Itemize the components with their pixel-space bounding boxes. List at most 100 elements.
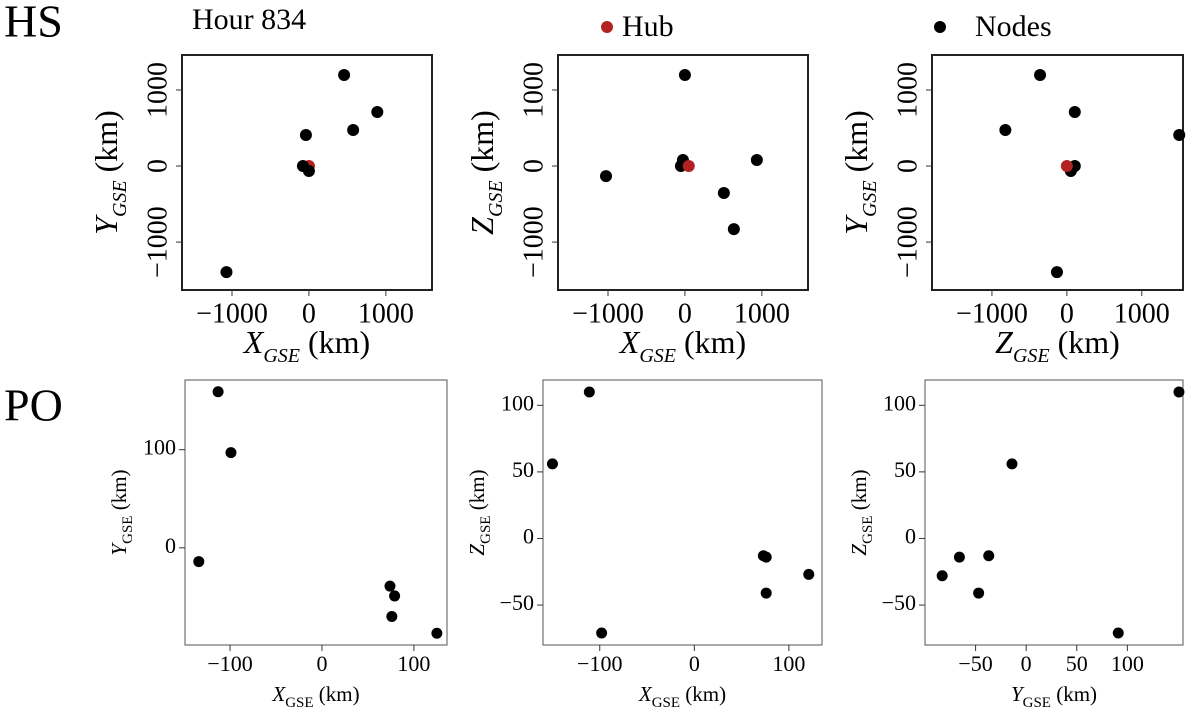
y-tick-label: 1000 bbox=[892, 62, 923, 118]
axis-label-part: GSE bbox=[652, 695, 680, 711]
data-point bbox=[225, 447, 237, 459]
axis-label-part: GSE bbox=[263, 345, 300, 367]
data-point bbox=[727, 223, 740, 236]
y-tick-label: −50 bbox=[882, 590, 916, 615]
x-axis-label: YGSE (km) bbox=[1011, 682, 1097, 712]
data-point bbox=[371, 105, 384, 118]
data-point bbox=[803, 568, 815, 580]
data-point bbox=[999, 123, 1012, 136]
data-point bbox=[682, 160, 695, 173]
data-point bbox=[983, 550, 995, 562]
y-tick-label: 0 bbox=[892, 159, 923, 173]
axis-label-part: (km) bbox=[676, 324, 746, 360]
data-point bbox=[384, 580, 396, 592]
y-tick-label: 100 bbox=[143, 435, 176, 460]
axis-label-part: GSE bbox=[860, 516, 876, 544]
row-label: PO bbox=[4, 380, 63, 431]
axis-label-part: X bbox=[638, 682, 653, 706]
x-tick-label: 50 bbox=[1066, 651, 1088, 676]
y-tick-label: 100 bbox=[501, 390, 534, 415]
data-point bbox=[1173, 386, 1185, 398]
data-point bbox=[596, 627, 608, 639]
x-axis-label: XGSE (km) bbox=[271, 682, 359, 712]
plot-frame bbox=[557, 54, 809, 291]
axis-label-part: X bbox=[242, 324, 265, 360]
plot-frame bbox=[924, 379, 1184, 646]
axis-label-part: Y bbox=[838, 214, 874, 235]
legend-label: Nodes bbox=[975, 10, 1052, 43]
x-tick-label: 0 bbox=[302, 298, 316, 329]
y-axis-label: YGSE (km) bbox=[88, 110, 130, 235]
axis-label-part: GSE bbox=[1023, 695, 1051, 711]
data-point bbox=[760, 587, 772, 599]
y-tick-label: 1000 bbox=[142, 62, 173, 118]
plot-frame bbox=[181, 54, 433, 291]
axis-label-part: (km) bbox=[847, 469, 871, 515]
data-point bbox=[953, 551, 965, 563]
y-axis-label: YGSE (km) bbox=[107, 469, 137, 555]
data-point bbox=[973, 587, 985, 599]
x-tick-label: 0 bbox=[316, 651, 327, 676]
data-point bbox=[338, 69, 351, 82]
x-axis-label: ZGSE (km) bbox=[995, 324, 1120, 366]
data-point bbox=[1112, 627, 1124, 639]
x-tick-label: 100 bbox=[397, 651, 430, 676]
chart-title: Hour 834 bbox=[192, 3, 306, 36]
data-point bbox=[212, 386, 224, 398]
y-tick-label: −1000 bbox=[892, 206, 923, 278]
y-tick-label: 50 bbox=[894, 457, 916, 482]
y-axis-label: ZGSE (km) bbox=[847, 469, 877, 555]
axis-label-part: X bbox=[618, 324, 641, 360]
axis-label-part: GSE bbox=[478, 516, 494, 544]
plot-frame bbox=[931, 54, 1184, 291]
axis-label-part: (km) bbox=[680, 682, 726, 706]
x-tick-label: 100 bbox=[772, 651, 805, 676]
data-point bbox=[1050, 266, 1063, 279]
axis-label-part: (km) bbox=[314, 682, 360, 706]
x-tick-label: 100 bbox=[1111, 651, 1144, 676]
x-tick-label: −1000 bbox=[196, 298, 268, 329]
data-point bbox=[583, 386, 595, 398]
data-point bbox=[546, 458, 558, 470]
axis-label-part: GSE bbox=[109, 180, 131, 217]
data-point bbox=[347, 123, 360, 136]
legend-label: Hub bbox=[622, 10, 674, 43]
y-axis-label: YGSE (km) bbox=[838, 110, 880, 235]
y-tick-label: 0 bbox=[165, 533, 176, 558]
axis-label-part: (km) bbox=[838, 110, 874, 180]
plot-frame bbox=[184, 379, 448, 646]
data-point bbox=[386, 611, 398, 623]
y-tick-label: −50 bbox=[500, 590, 534, 615]
x-tick-label: 0 bbox=[689, 651, 700, 676]
axis-label-part: GSE bbox=[639, 345, 676, 367]
y-tick-label: 0 bbox=[142, 159, 173, 173]
axis-label-part: GSE bbox=[485, 180, 507, 217]
row-label: HS bbox=[4, 0, 63, 47]
axis-label-part: Y bbox=[88, 214, 124, 235]
x-tick-label: −1000 bbox=[572, 298, 644, 329]
data-point bbox=[1034, 69, 1047, 82]
y-tick-label: −1000 bbox=[142, 206, 173, 278]
axis-label-part: (km) bbox=[107, 469, 131, 515]
legend-marker bbox=[601, 21, 613, 33]
axis-label-part: Y bbox=[1011, 682, 1025, 706]
x-axis-label: XGSE (km) bbox=[242, 324, 370, 366]
axis-label-part: GSE bbox=[120, 516, 136, 544]
axis-label-part: Y bbox=[107, 542, 131, 556]
data-point bbox=[220, 266, 233, 279]
axis-label-part: (km) bbox=[300, 324, 370, 360]
data-point bbox=[1006, 458, 1018, 470]
axis-label-part: (km) bbox=[1051, 682, 1097, 706]
y-tick-label: −1000 bbox=[518, 206, 549, 278]
x-tick-label: −50 bbox=[958, 651, 992, 676]
x-tick-label: 0 bbox=[1060, 298, 1074, 329]
axis-label-part: Z bbox=[995, 324, 1014, 360]
data-point bbox=[678, 69, 691, 82]
data-point bbox=[299, 129, 312, 142]
axis-label-part: X bbox=[271, 682, 286, 706]
data-point bbox=[389, 590, 401, 602]
plot-frame bbox=[542, 379, 823, 646]
data-point bbox=[431, 627, 443, 639]
